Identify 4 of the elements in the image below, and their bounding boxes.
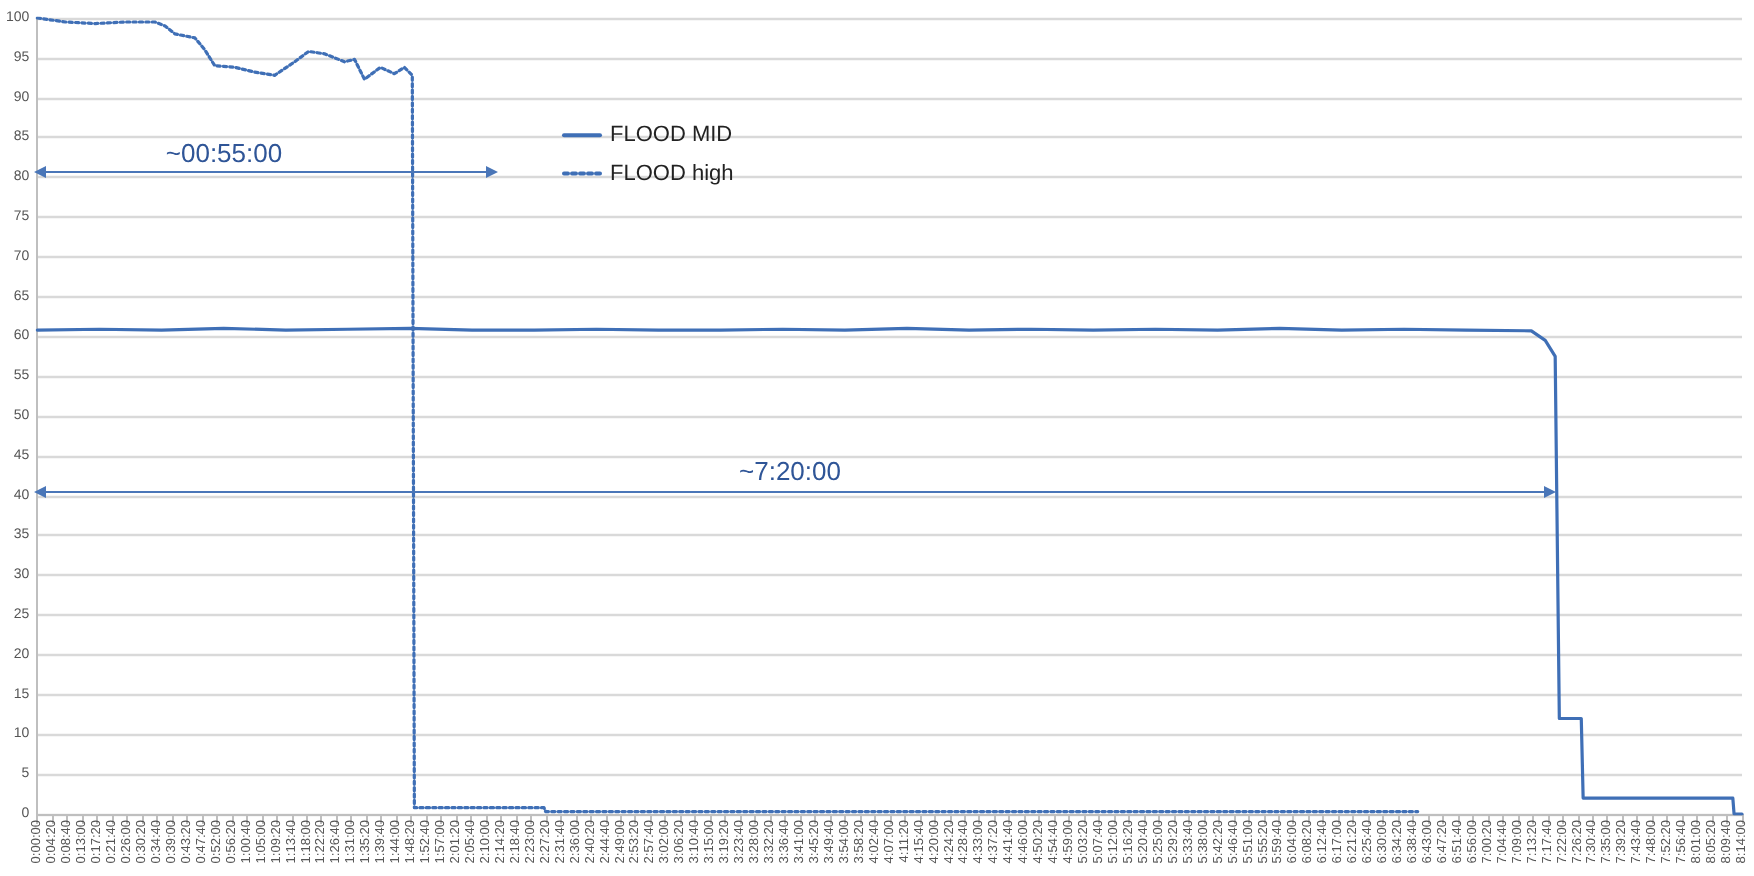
annotation: ~7:20:00 [739, 456, 841, 486]
legend-label: FLOOD MID [610, 123, 733, 148]
legend-label: FLOOD high [610, 161, 734, 186]
annotation: ~00:55:00 [165, 138, 283, 168]
